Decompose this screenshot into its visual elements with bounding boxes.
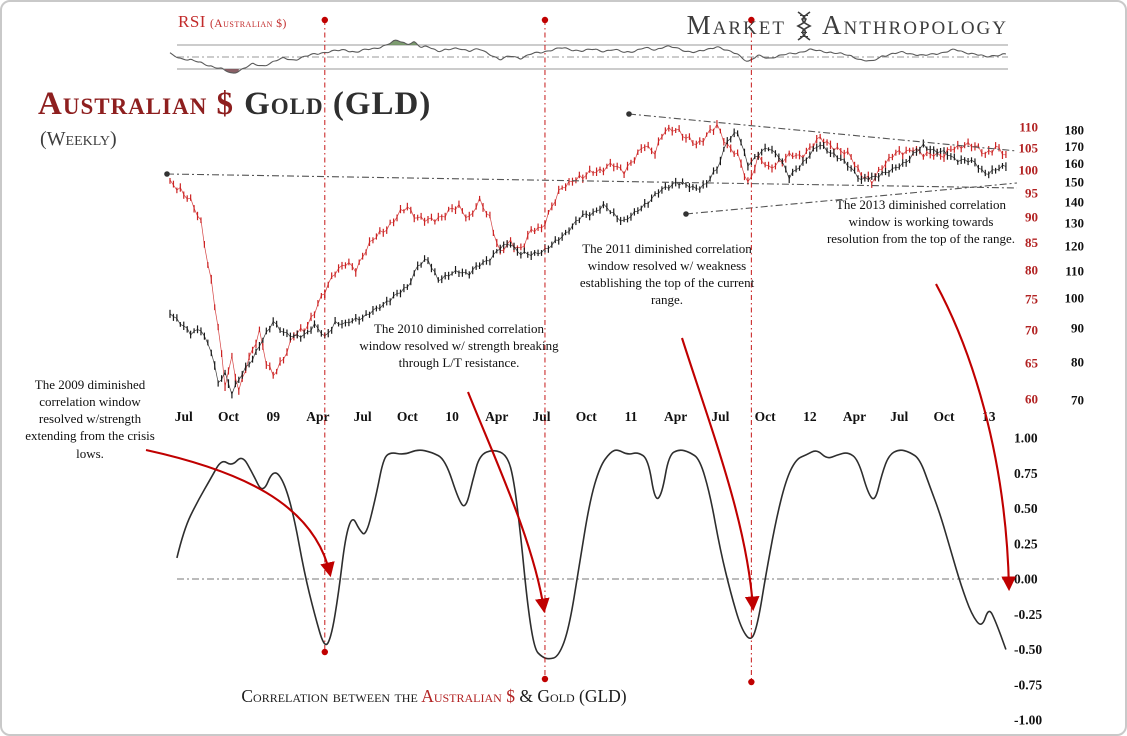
svg-text:12: 12: [803, 409, 817, 424]
svg-text:Jul: Jul: [354, 409, 372, 424]
svg-text:90: 90: [1025, 210, 1038, 225]
caption-pre: Correlation between the: [241, 686, 422, 706]
svg-text:Oct: Oct: [397, 409, 418, 424]
svg-text:130: 130: [1065, 216, 1085, 231]
brand-word-market: Market: [686, 10, 786, 40]
svg-text:Jul: Jul: [175, 409, 193, 424]
svg-text:Jul: Jul: [890, 409, 908, 424]
svg-text:105: 105: [1019, 140, 1039, 155]
svg-text:100: 100: [1019, 162, 1039, 177]
svg-text:Apr: Apr: [664, 409, 687, 424]
annotation-2013: The 2013 diminished correlation window i…: [826, 197, 1016, 247]
svg-text:110: 110: [1065, 263, 1084, 278]
correlation-panel: 1.00 0.75 0.50 0.25 0.00 -0.25 -0.50 -0.75 -1.00: [176, 431, 1042, 728]
svg-text:180: 180: [1065, 123, 1085, 138]
page-title-black: Gold (GLD): [244, 86, 432, 122]
svg-text:90: 90: [1071, 321, 1084, 336]
svg-text:Apr: Apr: [843, 409, 866, 424]
svg-text:-0.50: -0.50: [1014, 642, 1042, 657]
svg-text:-1.00: -1.00: [1014, 713, 1042, 728]
svg-text:80: 80: [1025, 262, 1038, 277]
svg-text:120: 120: [1065, 238, 1085, 253]
svg-text:10: 10: [445, 409, 459, 424]
svg-text:85: 85: [1025, 235, 1039, 250]
svg-text:140: 140: [1065, 194, 1085, 209]
svg-text:1.00: 1.00: [1014, 431, 1038, 446]
brand-word-anthropology: Anthropology: [822, 10, 1008, 40]
svg-text:Jul: Jul: [711, 409, 729, 424]
price-panel: [169, 120, 1007, 399]
svg-text:Apr: Apr: [306, 409, 329, 424]
rsi-title: RSI: [178, 12, 206, 31]
dna-icon: [795, 10, 813, 41]
bottom-caption: Correlation between the Australian $ & G…: [172, 686, 696, 707]
annotation-2009: The 2009 diminished correlation window r…: [25, 377, 155, 461]
svg-text:Oct: Oct: [934, 409, 955, 424]
svg-text:0.75: 0.75: [1014, 466, 1038, 481]
svg-text:0.00: 0.00: [1014, 572, 1038, 587]
event-lines: [321, 16, 755, 686]
svg-text:09: 09: [266, 409, 280, 424]
svg-text:Apr: Apr: [485, 409, 508, 424]
svg-text:110: 110: [1019, 120, 1038, 135]
svg-text:0.50: 0.50: [1014, 501, 1038, 516]
svg-text:170: 170: [1065, 139, 1085, 154]
price-x-axis: Jul Oct 09 Apr Jul Oct 10 Apr Jul Oct 11 Apr Jul Oct 1…: [175, 409, 996, 424]
page-title: Australian $ Gold (GLD): [38, 86, 431, 123]
annotation-arrows: [145, 283, 1017, 614]
svg-text:Oct: Oct: [755, 409, 776, 424]
caption-post: & Gold (GLD): [514, 686, 627, 706]
rsi-label: RSI (Australian $): [178, 12, 287, 32]
trendlines: [164, 111, 1018, 217]
annotation-2010: The 2010 diminished correlation window r…: [359, 321, 559, 371]
annotation-2011: The 2011 diminished correlation window r…: [579, 241, 755, 308]
svg-text:Oct: Oct: [576, 409, 597, 424]
svg-text:Oct: Oct: [218, 409, 239, 424]
svg-text:100: 100: [1065, 291, 1085, 306]
svg-text:80: 80: [1071, 354, 1084, 369]
svg-text:70: 70: [1071, 393, 1084, 408]
svg-text:-0.25: -0.25: [1014, 607, 1042, 622]
svg-text:-0.75: -0.75: [1014, 677, 1042, 692]
svg-text:70: 70: [1025, 322, 1038, 337]
rsi-panel: [169, 39, 1008, 74]
svg-text:0.25: 0.25: [1014, 536, 1038, 551]
svg-text:60: 60: [1025, 392, 1038, 407]
brand-logo: Market Anthropology: [687, 10, 1008, 41]
svg-text:150: 150: [1065, 175, 1085, 190]
page-subtitle: (Weekly): [40, 128, 117, 150]
svg-text:65: 65: [1025, 356, 1039, 371]
svg-text:75: 75: [1025, 291, 1039, 306]
svg-text:11: 11: [625, 409, 638, 424]
svg-text:Jul: Jul: [533, 409, 551, 424]
rsi-subtitle: (Australian $): [209, 18, 287, 30]
svg-text:95: 95: [1025, 185, 1039, 200]
page-title-red: Australian $: [38, 86, 235, 122]
caption-red: Australian $: [421, 686, 515, 706]
svg-text:160: 160: [1065, 156, 1085, 171]
